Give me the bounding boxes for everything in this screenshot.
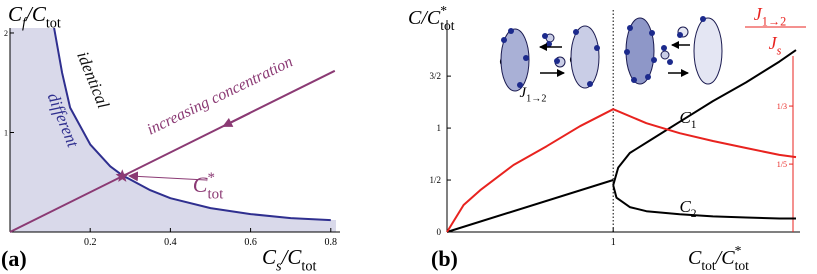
label-part: C/C [408, 7, 441, 29]
y-axis-label: Cf/Ctot [8, 2, 61, 31]
label-part: C [679, 108, 691, 127]
particle [542, 33, 548, 39]
label-part: tot [207, 187, 224, 203]
curve [53, 27, 331, 222]
x-tick-label: 0.4 [164, 237, 177, 248]
label-part: C [679, 197, 691, 216]
y2-label-denominator: Js [769, 33, 782, 57]
particles [501, 16, 706, 88]
particle [677, 32, 683, 38]
curve [612, 184, 796, 220]
particle [624, 49, 630, 55]
particle [573, 29, 579, 35]
star-marker [115, 169, 129, 182]
annotation: C* tot [193, 170, 224, 203]
plot-layer: 0.2 0.4 0.6 0.812Cf/CtotCs/Ctot(a)identical… [1, 2, 806, 274]
particle [501, 37, 507, 43]
label-part: 2 [691, 207, 697, 220]
x-tick-label: 0.6 [244, 237, 257, 248]
droplet [693, 17, 723, 85]
label-part: 1→2 [526, 94, 546, 105]
y-tick-label: 3/2 [429, 71, 441, 81]
y-tick-label: 1 [437, 123, 442, 133]
x-tick-label: 1 [611, 237, 616, 248]
x-axis-label: Cs/Ctot [262, 245, 317, 274]
label-part: /C [25, 2, 47, 26]
x-tick-label: 0.8 [325, 237, 338, 248]
label-part: C [8, 2, 23, 26]
label-part: C [193, 172, 208, 197]
particle [631, 77, 637, 83]
label-part: * [207, 170, 214, 186]
particle [651, 57, 657, 63]
label-part: /C [281, 245, 303, 269]
x-axis-label: Ctot/C* tot [688, 243, 749, 273]
particle [661, 45, 667, 51]
label-part: 1→2 [762, 14, 786, 28]
particle [554, 58, 560, 64]
panel-label: (b) [431, 246, 458, 271]
particle [645, 74, 651, 80]
particle [587, 81, 593, 87]
particle [649, 30, 655, 36]
annotation: J1→2 [519, 85, 546, 105]
area [10, 28, 336, 232]
particle [667, 59, 673, 65]
curve [446, 179, 614, 233]
y-tick-label: 0 [437, 227, 442, 237]
particle [508, 28, 514, 34]
y-axis-label: C/C* tot [408, 3, 455, 33]
label-part: * [735, 243, 742, 258]
label-part: tot [440, 18, 455, 33]
annotation: identical [73, 49, 113, 112]
label-part: s [276, 258, 282, 274]
label-part: /C [715, 247, 736, 269]
droplet [570, 25, 600, 89]
label-part: C [688, 247, 702, 269]
annotation: C1 [679, 108, 696, 131]
label-part: identical [73, 49, 113, 112]
label-part: J [769, 33, 778, 53]
x-tick-label: 0.2 [84, 237, 97, 248]
particle [594, 45, 600, 51]
y-tick-label: 1/2 [429, 175, 441, 185]
label-part: f [22, 15, 28, 31]
small-droplet [660, 50, 670, 60]
droplet [500, 28, 530, 92]
panel-label: (a) [1, 246, 27, 271]
curve [612, 49, 797, 186]
label-part: increasing concentration [144, 53, 295, 138]
label-part: J [754, 4, 763, 24]
curve [446, 108, 797, 233]
label-part: tot [46, 15, 61, 31]
annotation: increasing concentration [144, 53, 295, 138]
annotation: C2 [679, 197, 696, 220]
label-part: * [440, 3, 447, 18]
curve [9, 69, 336, 233]
label-part: C [262, 245, 277, 269]
label-part: tot [301, 258, 316, 274]
particle [517, 82, 523, 88]
label-part: J [519, 85, 527, 101]
y-tick-label: 1 [4, 128, 8, 137]
particle [627, 25, 633, 31]
y2-label-numerator: J1→2 [754, 4, 786, 28]
particle [546, 41, 552, 47]
y-tick-label: 2 [4, 29, 8, 38]
pointer-arrow [128, 171, 207, 182]
direction-arrow [222, 112, 251, 127]
particle [700, 16, 706, 22]
label-part: tot [735, 258, 750, 273]
label-part: 1 [691, 118, 697, 131]
schematic [500, 17, 723, 92]
label-part: s [777, 43, 782, 57]
particle [523, 55, 529, 61]
y2-tick-label: 1/5 [777, 160, 787, 169]
label-part: tot [701, 258, 716, 273]
y2-tick-label: 1/3 [777, 102, 787, 111]
